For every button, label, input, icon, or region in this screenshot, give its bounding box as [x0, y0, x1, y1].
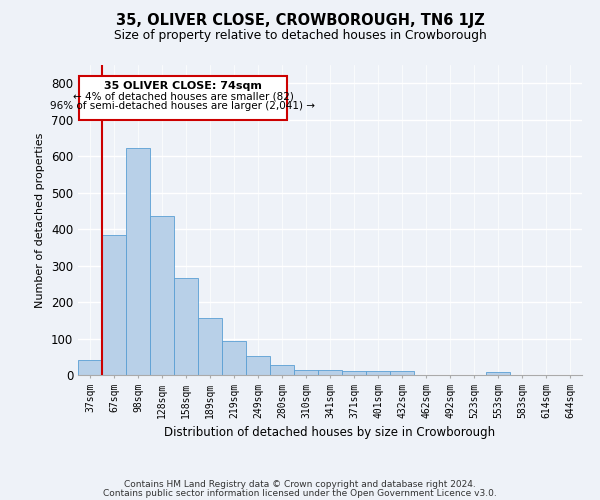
- Bar: [366, 371, 390, 375]
- Text: 35, OLIVER CLOSE, CROWBOROUGH, TN6 1JZ: 35, OLIVER CLOSE, CROWBOROUGH, TN6 1JZ: [116, 12, 484, 28]
- Bar: [198, 318, 222, 375]
- Bar: [126, 148, 150, 375]
- Bar: [294, 370, 318, 375]
- Bar: [390, 372, 414, 375]
- Text: Contains public sector information licensed under the Open Government Licence v3: Contains public sector information licen…: [103, 489, 497, 498]
- X-axis label: Distribution of detached houses by size in Crowborough: Distribution of detached houses by size …: [164, 426, 496, 439]
- Text: 96% of semi-detached houses are larger (2,041) →: 96% of semi-detached houses are larger (…: [50, 100, 316, 110]
- Text: Contains HM Land Registry data © Crown copyright and database right 2024.: Contains HM Land Registry data © Crown c…: [124, 480, 476, 489]
- Text: Size of property relative to detached houses in Crowborough: Size of property relative to detached ho…: [113, 29, 487, 42]
- Y-axis label: Number of detached properties: Number of detached properties: [35, 132, 46, 308]
- Bar: [486, 372, 510, 375]
- Bar: [318, 370, 342, 375]
- Bar: [246, 356, 270, 375]
- Bar: [270, 365, 294, 375]
- Bar: [150, 216, 174, 375]
- Bar: [222, 341, 246, 375]
- Text: ← 4% of detached houses are smaller (82): ← 4% of detached houses are smaller (82): [73, 92, 293, 102]
- Text: 35 OLIVER CLOSE: 74sqm: 35 OLIVER CLOSE: 74sqm: [104, 82, 262, 92]
- Bar: [102, 234, 126, 375]
- Bar: [79, 76, 287, 120]
- Bar: [78, 360, 102, 375]
- Bar: [174, 278, 198, 375]
- Bar: [342, 371, 366, 375]
